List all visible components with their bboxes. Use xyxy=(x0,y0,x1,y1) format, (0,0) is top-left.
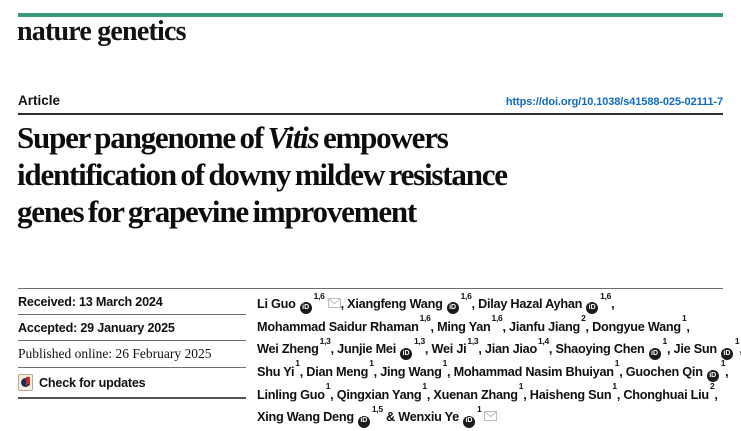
author-name: Jing Wang xyxy=(380,365,442,380)
author-name: Linling Guo xyxy=(257,387,325,402)
title-line1-before: Super pangenome of xyxy=(17,120,268,155)
author-name: Shaoying Chen xyxy=(555,342,645,357)
affiliation-superscript: 1 xyxy=(295,358,300,369)
author-name: Junjie Mei xyxy=(337,342,396,357)
title-line1-after: empowers xyxy=(318,120,449,155)
email-icon[interactable] xyxy=(484,408,498,426)
orcid-icon[interactable]: iD xyxy=(400,347,412,360)
author-name: Wei Ji xyxy=(431,342,467,357)
affiliation-superscript: 1 xyxy=(734,335,740,346)
crossmark-bookmark xyxy=(26,377,30,386)
affiliation-superscript: 1 xyxy=(681,313,687,324)
orcid-icon[interactable]: iD xyxy=(462,415,475,428)
affiliation-superscript: 1 xyxy=(612,381,617,392)
author-name: Xuenan Zhang xyxy=(433,387,518,402)
accepted-date: Accepted: 29 January 2025 xyxy=(18,315,246,341)
author-name: Xiangfeng Wang xyxy=(347,297,443,312)
crossmark-circle xyxy=(21,378,30,387)
affiliation-superscript: 1,6 xyxy=(313,290,325,301)
orcid-icon[interactable]: iD xyxy=(720,347,733,360)
affiliation-superscript: 2 xyxy=(709,381,715,392)
author-name: Jianfu Jiang xyxy=(509,319,581,334)
affiliation-superscript: 1 xyxy=(614,358,620,369)
title-line1-italic: Vitis xyxy=(267,120,320,155)
author-name: Mohammad Saidur Rhaman xyxy=(257,319,419,334)
author-name: Guochen Qin xyxy=(625,365,703,380)
article-dates-panel: Received: 13 March 2024 Accepted: 29 Jan… xyxy=(18,289,246,399)
author-name: Dian Meng xyxy=(306,365,369,380)
author-name: Ming Yan xyxy=(437,319,491,334)
author-list: Li Guo iD1,6, Xiangfeng Wang iD1,6, Dilay … xyxy=(257,290,741,428)
title-line3: genes for grapevine improvement xyxy=(17,194,417,229)
author-line: Xing Wang Deng iD1,5 & Wenxiu Ye iD1 xyxy=(257,403,727,428)
affiliation-superscript: 1 xyxy=(720,358,726,369)
author-line: Mohammad Saidur Rhaman1,6, Ming Yan1,6, … xyxy=(257,313,690,334)
author-name: Wenxiu Ye xyxy=(398,410,459,425)
affiliation-superscript: 1,3 xyxy=(319,335,331,346)
orcid-icon[interactable]: iD xyxy=(586,302,599,315)
author-name: Shu Yi xyxy=(257,365,295,380)
affiliation-superscript: 1,6 xyxy=(600,290,612,301)
check-for-updates-link[interactable]: Check for updates xyxy=(18,368,246,399)
author-name: Dongyue Wang xyxy=(592,319,681,334)
email-icon[interactable] xyxy=(327,295,341,313)
affiliation-superscript: 1 xyxy=(476,403,482,414)
affiliation-superscript: 1 xyxy=(422,381,427,392)
article-title: Super pangenome of Vitis empowers identi… xyxy=(17,119,729,230)
affiliation-superscript: 1,3 xyxy=(467,335,479,346)
affiliation-superscript: 1,6 xyxy=(460,290,472,301)
affiliation-superscript: 1 xyxy=(662,335,668,346)
affiliation-superscript: 1 xyxy=(325,381,331,392)
author-name: Wei Zheng xyxy=(257,342,319,357)
orcid-icon[interactable]: iD xyxy=(357,415,370,428)
author-name: Xing Wang Deng xyxy=(257,410,354,425)
section-label: Article xyxy=(18,93,61,108)
author-name: Li Guo xyxy=(257,297,296,312)
header-rule xyxy=(18,113,723,115)
author-name: Dilay Hazal Ayhan xyxy=(478,297,583,312)
published-date: Published online: 26 February 2025 xyxy=(18,341,246,368)
affiliation-superscript: 1 xyxy=(518,381,524,392)
author-name: Jie Sun xyxy=(673,342,718,357)
journal-name: nature genetics xyxy=(17,16,186,47)
affiliation-superscript: 2 xyxy=(581,313,586,324)
affiliation-superscript: 1 xyxy=(442,358,448,369)
author-name: Chonghuai Liu xyxy=(623,387,709,402)
author-name: Qingxian Yang xyxy=(336,387,422,402)
affiliation-superscript: 1,5 xyxy=(371,403,383,414)
article-first-page: nature genetics Article https://doi.org/… xyxy=(17,13,741,428)
crossmark-icon xyxy=(18,374,33,391)
author-name: Jian Jiao xyxy=(484,342,537,357)
affiliation-superscript: 1 xyxy=(369,358,374,369)
affiliation-superscript: 1,4 xyxy=(537,335,549,346)
orcid-icon[interactable]: iD xyxy=(299,302,312,315)
author-name: Haisheng Sun xyxy=(529,387,612,402)
author-name: Mohammad Nasim Bhuiyan xyxy=(453,365,614,380)
author-line: Wei Zheng1,3, Junjie Mei iD1,3, Wei Ji1,3… xyxy=(257,335,741,360)
affiliation-superscript: 1,6 xyxy=(419,313,431,324)
author-line: Linling Guo1, Qingxian Yang1, Xuenan Zha… xyxy=(257,381,718,402)
check-for-updates-label: Check for updates xyxy=(39,375,146,390)
orcid-icon[interactable]: iD xyxy=(706,370,719,383)
author-line: Shu Yi1, Dian Meng1, Jing Wang1, Mohamma… xyxy=(257,358,729,383)
doi-link[interactable]: https://doi.org/10.1038/s41588-025-02111… xyxy=(505,96,723,108)
affiliation-superscript: 1,6 xyxy=(491,313,503,324)
title-line2: identification of downy mildew resistanc… xyxy=(17,157,508,192)
affiliation-superscript: 1,3 xyxy=(414,335,425,346)
author-line: Li Guo iD1,6, Xiangfeng Wang iD1,6, Dilay … xyxy=(257,290,727,315)
orcid-icon[interactable]: iD xyxy=(446,302,459,315)
metadata-top-rule xyxy=(18,288,723,289)
orcid-icon[interactable]: iD xyxy=(648,347,661,360)
received-date: Received: 13 March 2024 xyxy=(18,289,246,315)
journal-accent-bar xyxy=(18,13,723,17)
